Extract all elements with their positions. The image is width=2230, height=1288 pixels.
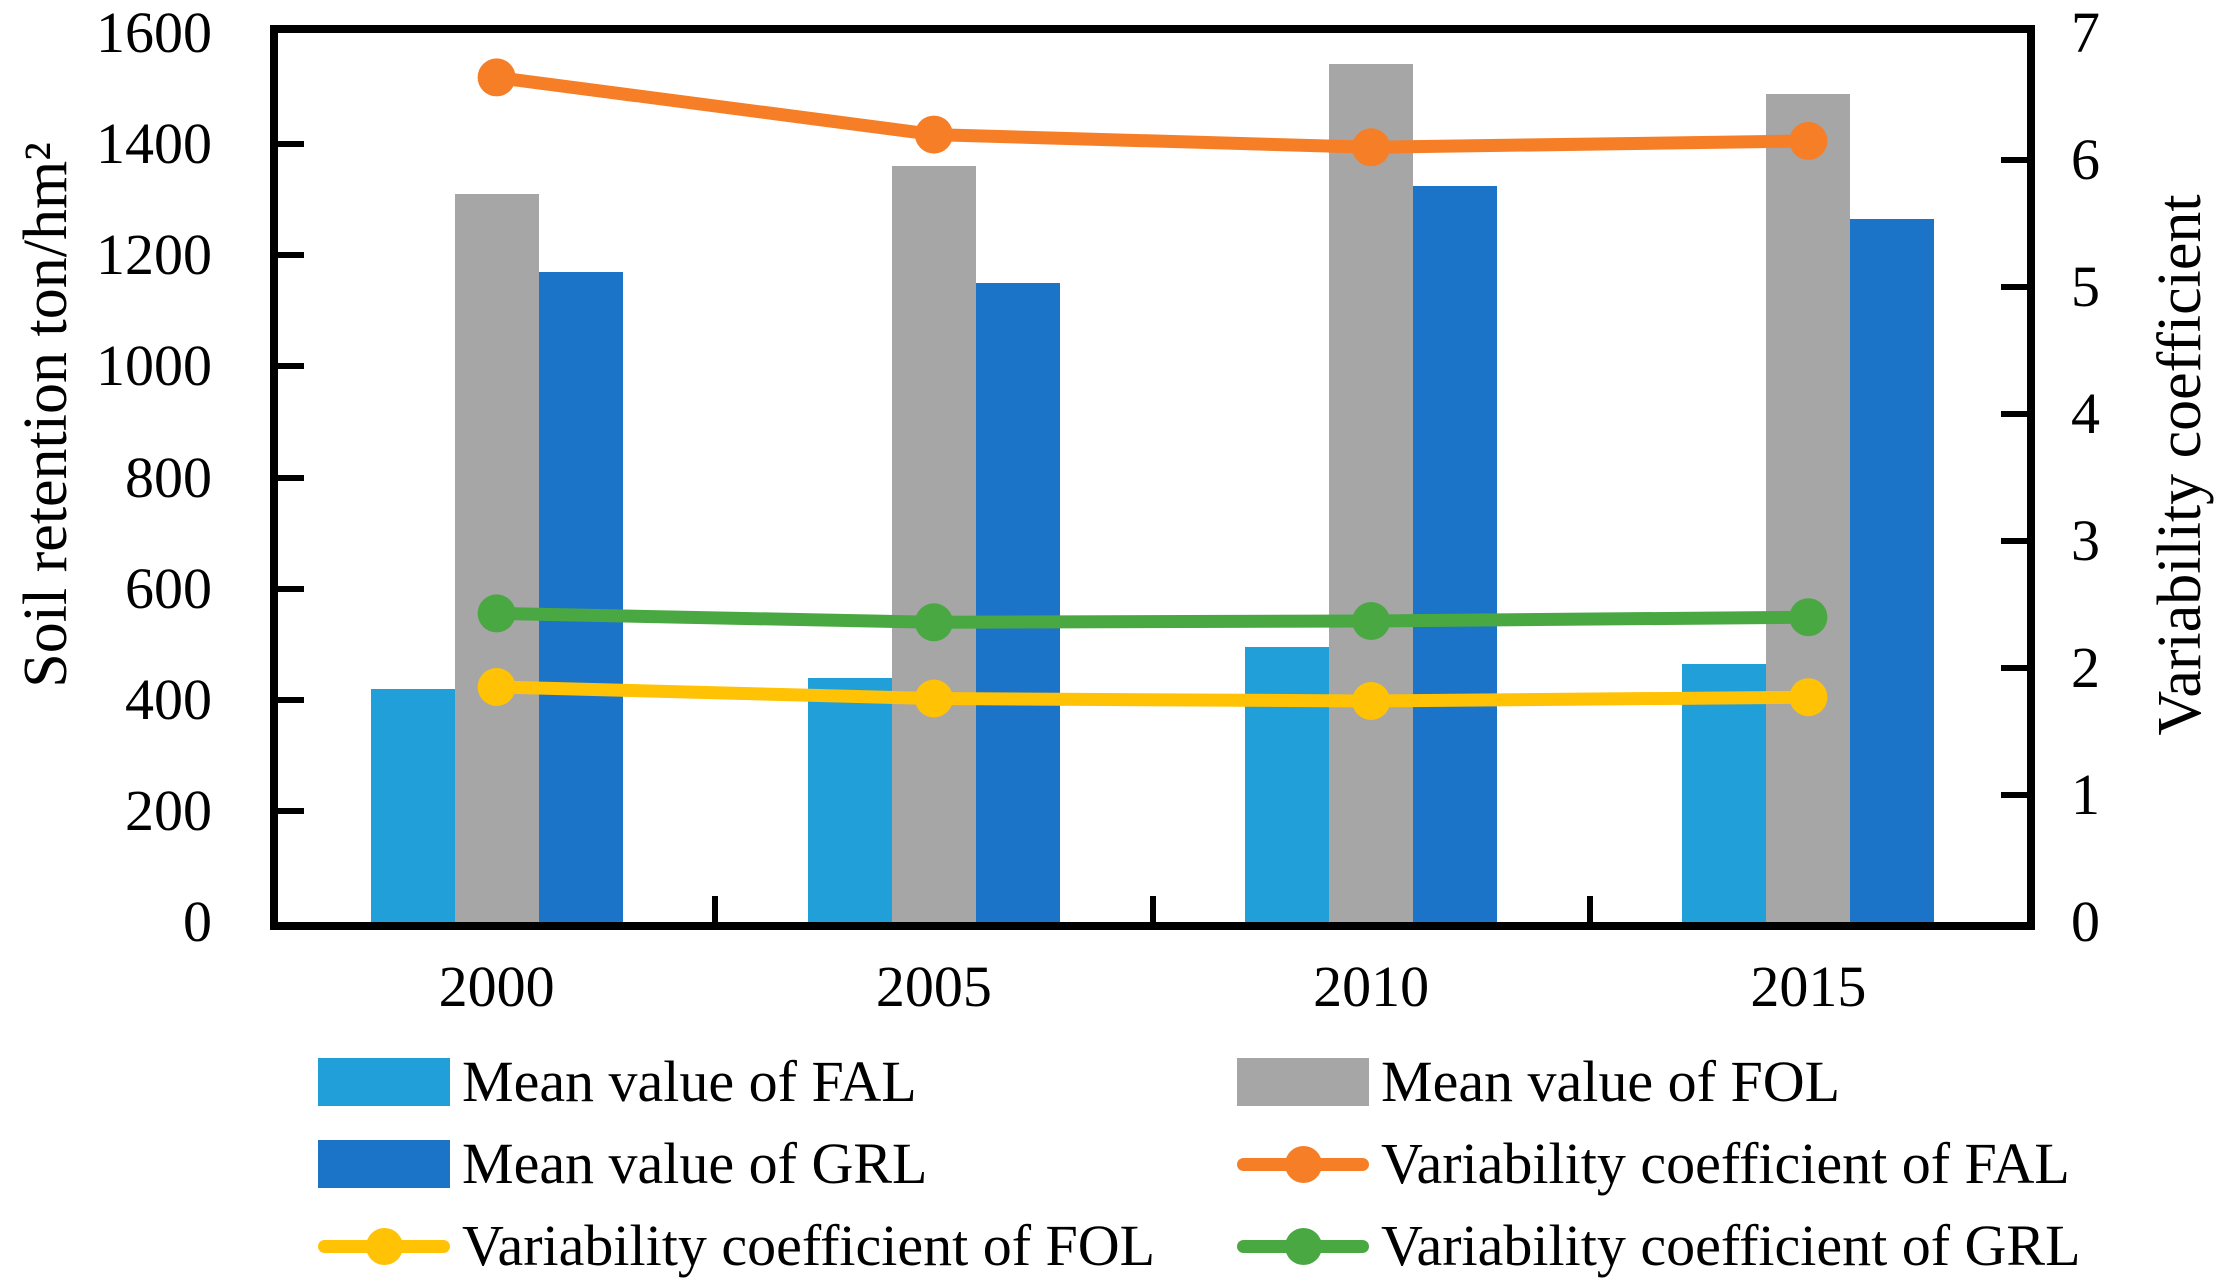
bar-mean-value-of-fol-2010 <box>1329 63 1414 922</box>
marker-variability-coefficient-of-grl-2000 <box>477 594 516 633</box>
legend-line-marker <box>318 1218 450 1274</box>
left-axis-tick <box>278 141 304 148</box>
right-axis-tick <box>2001 665 2027 671</box>
bar-mean-value-of-grl-2005 <box>975 283 1060 922</box>
right-axis-tick-label-7: 7 <box>2071 0 2100 65</box>
bars-layer <box>278 33 2027 922</box>
left-axis-tick-label-400: 400 <box>125 666 212 732</box>
plot-area <box>270 25 2035 930</box>
left-axis-tick-label-0: 0 <box>183 889 212 954</box>
line-variability-coefficient-of-grl <box>490 606 1815 629</box>
lines-layer <box>477 58 1828 720</box>
legend-item-mean-value-of-grl: Mean value of GRL <box>318 1131 928 1196</box>
legend-line-marker <box>1237 1136 1369 1192</box>
right-axis-tick-label-5: 5 <box>2071 254 2100 319</box>
left-axis-tick-label-1600: 1600 <box>96 0 212 65</box>
right-axis-tick-label-3: 3 <box>2071 508 2100 573</box>
x-axis-tick-label-2015: 2015 <box>1750 954 1867 1019</box>
marker-variability-coefficient-of-fal-2005 <box>914 115 953 154</box>
left-axis-tick <box>278 474 304 481</box>
left-axis-tick-label-1000: 1000 <box>96 333 212 399</box>
bar-mean-value-of-grl-2015 <box>1850 219 1935 922</box>
right-axis-tick <box>2001 284 2027 290</box>
legend-label: Variability coefficient of FOL <box>462 1213 1156 1278</box>
marker-variability-coefficient-of-fol-2000 <box>477 668 516 706</box>
left-axis-tick <box>278 696 304 703</box>
bar-mean-value-of-fol-2000 <box>454 194 539 922</box>
legend-swatch-color <box>1237 1058 1369 1106</box>
bar-mean-value-of-fal-2000 <box>370 688 455 922</box>
right-axis-title: Variability coefficient <box>2146 194 2214 736</box>
ticks-layer <box>278 33 2027 922</box>
legend-item-mean-value-of-fal: Mean value of FAL <box>318 1049 917 1114</box>
bar-mean-value-of-fol-2015 <box>1766 94 1851 922</box>
legend-bar-swatch <box>1237 1054 1369 1110</box>
left-axis-tick-label-1400: 1400 <box>96 111 212 177</box>
right-axis-tick <box>2001 411 2027 417</box>
line-variability-coefficient-of-fal <box>490 70 1815 154</box>
bar-mean-value-of-fal-2005 <box>807 677 892 922</box>
left-axis-tick <box>278 807 304 814</box>
legend-swatch-color <box>318 1058 450 1106</box>
marker-variability-coefficient-of-fal-2010 <box>1352 128 1391 167</box>
marker-variability-coefficient-of-grl-2010 <box>1352 602 1391 640</box>
x-axis-tick-label-2005: 2005 <box>875 954 992 1019</box>
left-axis-tick <box>278 252 304 259</box>
right-axis-tick-label-1: 1 <box>2071 762 2100 827</box>
marker-variability-coefficient-of-fal-2000 <box>477 58 516 97</box>
marker-variability-coefficient-of-grl-2015 <box>1789 598 1828 637</box>
legend-label: Variability coefficient of FAL <box>1381 1131 2070 1196</box>
right-axis-tick-label-2: 2 <box>2071 635 2100 700</box>
legend-item-mean-value-of-fol: Mean value of FOL <box>1237 1049 1841 1114</box>
legend-label: Mean value of FAL <box>462 1049 917 1114</box>
marker-variability-coefficient-of-fal-2015 <box>1789 121 1828 160</box>
left-axis-tick <box>278 363 304 370</box>
legend-line-dot <box>366 1228 403 1265</box>
legend-label: Mean value of GRL <box>462 1131 928 1196</box>
legend-line-marker <box>1237 1218 1369 1274</box>
bar-mean-value-of-fal-2015 <box>1682 663 1767 922</box>
legend-line-dot <box>1285 1146 1322 1183</box>
marker-variability-coefficient-of-grl-2005 <box>914 603 953 642</box>
right-axis-tick <box>2001 792 2027 798</box>
legend-label: Mean value of FOL <box>1381 1049 1841 1114</box>
x-axis-tick <box>712 896 719 922</box>
right-axis-tick <box>2001 538 2027 544</box>
x-axis-tick <box>1149 896 1156 922</box>
legend-bar-swatch <box>318 1054 450 1110</box>
legend-item-variability-coefficient-of-fol: Variability coefficient of FOL <box>318 1213 1156 1278</box>
marker-variability-coefficient-of-fol-2010 <box>1352 682 1391 720</box>
marker-variability-coefficient-of-fol-2015 <box>1789 678 1828 717</box>
left-axis-tick-label-600: 600 <box>125 555 212 621</box>
x-axis-tick-label-2000: 2000 <box>438 954 555 1019</box>
right-axis-tick-label-0: 0 <box>2071 889 2100 954</box>
legend-item-variability-coefficient-of-fal: Variability coefficient of FAL <box>1237 1131 2070 1196</box>
bar-mean-value-of-grl-2010 <box>1413 185 1498 922</box>
left-axis-tick-label-1200: 1200 <box>96 222 212 288</box>
bar-mean-value-of-fal-2010 <box>1245 647 1330 922</box>
bar-mean-value-of-grl-2000 <box>538 271 623 922</box>
legend-line-dot <box>1285 1228 1322 1265</box>
bar-mean-value-of-fol-2005 <box>891 166 976 922</box>
right-axis-tick <box>2001 157 2027 163</box>
left-axis-tick <box>278 585 304 592</box>
x-axis-tick <box>1586 896 1593 922</box>
legend-label: Variability coefficient of GRL <box>1381 1213 2081 1278</box>
legend-swatch-color <box>318 1140 450 1188</box>
right-axis-tick-label-4: 4 <box>2071 381 2100 446</box>
line-variability-coefficient-of-fol <box>490 680 1815 708</box>
legend-item-variability-coefficient-of-grl: Variability coefficient of GRL <box>1237 1213 2081 1278</box>
x-axis-tick-label-2010: 2010 <box>1313 954 1430 1019</box>
marker-variability-coefficient-of-fol-2005 <box>914 679 953 718</box>
left-axis-tick-label-200: 200 <box>125 777 212 843</box>
legend-bar-swatch <box>318 1136 450 1192</box>
left-axis-tick-label-800: 800 <box>125 444 212 510</box>
right-axis-tick-label-6: 6 <box>2071 127 2100 192</box>
left-axis-title: Soil retention ton/hm² <box>12 142 80 688</box>
